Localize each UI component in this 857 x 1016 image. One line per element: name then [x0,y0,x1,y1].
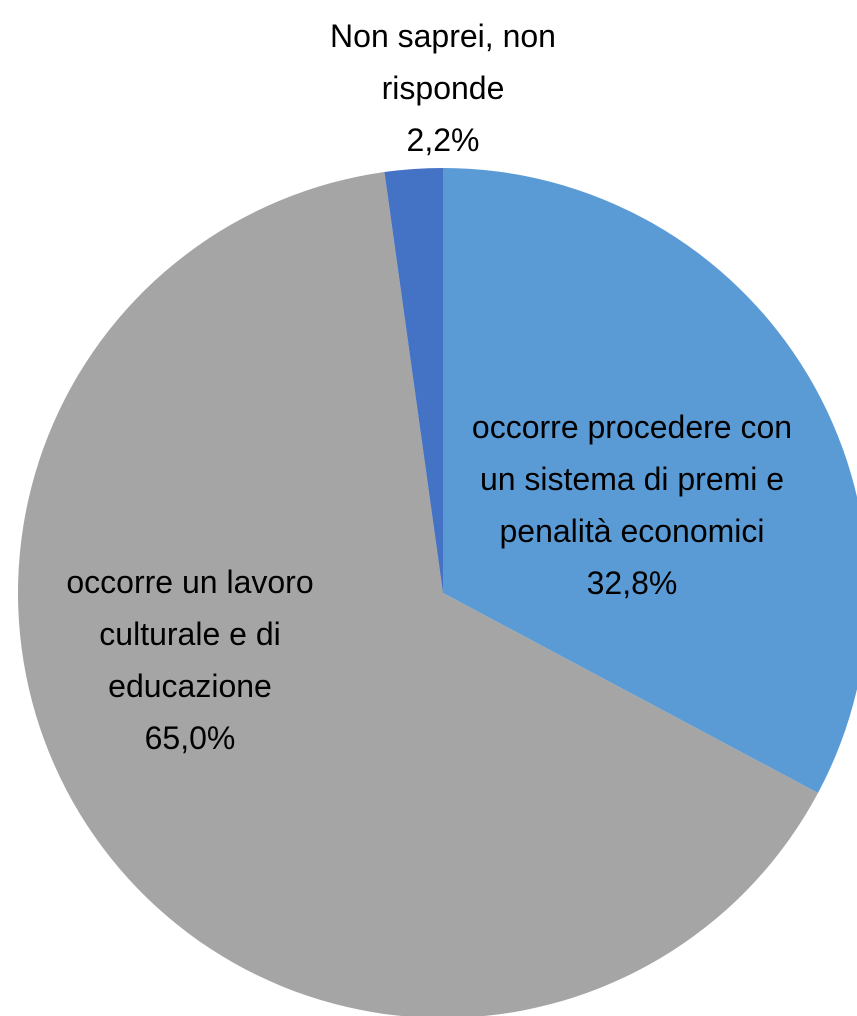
pie-slice [443,168,857,794]
slice-label: occorre un lavoro culturale e di educazi… [20,556,360,764]
slice-label: occorre procedere con un sistema di prem… [462,401,802,609]
slice-category: occorre un lavoro culturale e di educazi… [66,564,314,704]
slice-value: 65,0% [144,720,236,756]
slice-category: Non saprei, non risponde [330,18,556,106]
slice-value: 32,8% [586,565,678,601]
slice-category: occorre procedere con un sistema di prem… [471,409,793,549]
pie-slice [384,168,443,593]
slice-label: Non saprei, non risponde 2,2% [293,10,593,166]
pie-slice [18,172,818,1016]
slice-value: 2,2% [406,122,480,158]
